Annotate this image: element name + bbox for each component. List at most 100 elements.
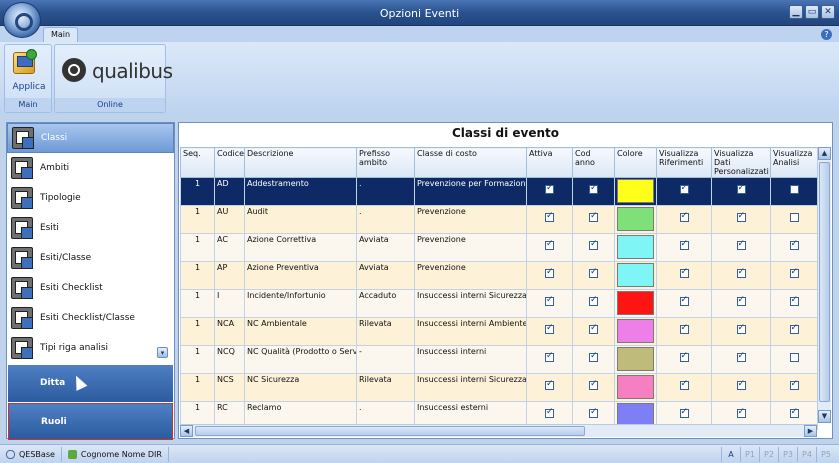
table-row[interactable]: 1 AD Addestramento. Prevenzione per Formazi… <box>180 177 818 206</box>
color-swatch[interactable] <box>617 179 654 203</box>
checkbox[interactable] <box>736 267 746 278</box>
color-swatch[interactable] <box>617 263 654 287</box>
cell-seq[interactable]: 1 <box>180 289 215 318</box>
cell-prefix[interactable]: Accaduto <box>356 289 415 318</box>
table-row[interactable]: 1 AP Azione Preventiva Avviata Prevenzione <box>180 261 818 290</box>
close-button[interactable]: ✕ <box>821 5 835 19</box>
cell-prefix[interactable]: - <box>356 345 415 374</box>
checkbox[interactable] <box>545 407 554 418</box>
checkbox[interactable] <box>679 267 689 278</box>
nav-item-classi[interactable]: Classi <box>7 123 174 153</box>
cell-code[interactable]: AD <box>214 177 245 206</box>
checkbox[interactable] <box>679 211 689 222</box>
cell-code[interactable]: AU <box>214 205 245 234</box>
cell-color[interactable] <box>614 177 657 206</box>
cell-code[interactable]: AC <box>214 233 245 262</box>
color-swatch[interactable] <box>617 207 654 231</box>
column-header[interactable]: Descrizione <box>244 147 357 178</box>
cell-color[interactable] <box>614 373 657 402</box>
cell-cost[interactable]: Prevenzione <box>414 261 527 290</box>
checkbox[interactable] <box>679 407 689 418</box>
apply-icon[interactable] <box>13 49 37 74</box>
cell-prefix[interactable]: Avviata <box>356 233 415 262</box>
cell-code[interactable]: AP <box>214 261 245 290</box>
cell-prefix[interactable]: Rilevata <box>356 373 415 402</box>
table-row[interactable]: 1 NCS NC Sicurezza Rilevata Insuccessi inter… <box>180 373 818 402</box>
qualibus-logo[interactable]: qualibus <box>92 59 173 83</box>
minimize-button[interactable]: ▁ <box>789 5 803 19</box>
tab-main[interactable]: Main <box>43 27 78 42</box>
cell-desc[interactable]: NC Qualità (Prodotto o Servi: <box>244 345 357 374</box>
scroll-down-icon[interactable]: ▼ <box>818 410 831 423</box>
cell-desc[interactable]: Azione Correttiva <box>244 233 357 262</box>
maximize-button[interactable]: ▭ <box>805 5 819 19</box>
table-row[interactable]: 1 NCQ NC Qualità (Prodotto o Servi: - Insucc… <box>180 345 818 374</box>
checkbox[interactable] <box>789 295 799 306</box>
cell-desc[interactable]: NC Ambientale <box>244 317 357 346</box>
checkbox[interactable] <box>589 379 598 390</box>
checkbox[interactable] <box>679 379 689 390</box>
checkbox[interactable] <box>789 267 799 278</box>
cell-cost[interactable]: Insuccessi interni Ambiente <box>414 317 527 346</box>
checkbox[interactable] <box>789 407 799 418</box>
cell-color[interactable] <box>614 317 657 346</box>
cell-desc[interactable]: NC Sicurezza <box>244 373 357 402</box>
cell-desc[interactable]: Addestramento <box>244 177 357 206</box>
cell-cost[interactable]: Prevenzione <box>414 233 527 262</box>
column-header[interactable]: Prefisso ambito <box>356 147 415 178</box>
checkbox[interactable] <box>589 183 598 194</box>
checkbox[interactable] <box>545 323 554 334</box>
apply-button[interactable]: Applica <box>12 82 46 92</box>
cell-code[interactable]: NCQ <box>214 345 245 374</box>
checkbox[interactable] <box>736 323 746 334</box>
scroll-up-icon[interactable]: ▲ <box>818 147 831 160</box>
cell-cost[interactable]: Prevenzione per Formazione <box>414 177 527 206</box>
checkbox[interactable] <box>679 183 689 194</box>
column-header[interactable]: Visualizza Analisi <box>770 147 818 178</box>
cell-prefix[interactable]: . <box>356 177 415 206</box>
checkbox[interactable] <box>789 185 799 194</box>
cell-prefix[interactable]: . <box>356 205 415 234</box>
checkbox[interactable] <box>736 379 746 390</box>
checkbox[interactable] <box>545 211 554 222</box>
checkbox[interactable] <box>789 239 799 250</box>
cell-cost[interactable]: Insuccessi interni <box>414 345 527 374</box>
scroll-right-icon[interactable]: ▶ <box>804 425 817 437</box>
cell-code[interactable]: NCS <box>214 373 245 402</box>
column-header[interactable]: Classe di costo <box>414 147 527 178</box>
checkbox[interactable] <box>589 267 598 278</box>
nav-item-tipi-riga-analisi[interactable]: Tipi riga analisi <box>7 333 174 363</box>
nav-item-ambiti[interactable]: Ambiti <box>7 153 174 183</box>
checkbox[interactable] <box>789 353 799 362</box>
cell-seq[interactable]: 1 <box>180 261 215 290</box>
cell-desc[interactable]: Azione Preventiva <box>244 261 357 290</box>
cell-desc[interactable]: Audit <box>244 205 357 234</box>
checkbox[interactable] <box>589 295 598 306</box>
nav-item-esiti[interactable]: Esiti <box>7 213 174 243</box>
cell-seq[interactable]: 1 <box>180 345 215 374</box>
table-row[interactable]: 1 AC Azione Correttiva Avviata Prevenzione <box>180 233 818 262</box>
color-swatch[interactable] <box>617 375 654 399</box>
color-swatch[interactable] <box>617 319 654 343</box>
checkbox[interactable] <box>545 295 554 306</box>
checkbox[interactable] <box>545 267 554 278</box>
table-row[interactable]: 1 NCA NC Ambientale Rilevata Insuccessi inte… <box>180 317 818 346</box>
cell-color[interactable] <box>614 289 657 318</box>
cell-cost[interactable]: Prevenzione <box>414 205 527 234</box>
column-header[interactable]: Seq. <box>180 147 215 178</box>
cell-cost[interactable]: Insuccessi interni Sicurezza <box>414 373 527 402</box>
checkbox[interactable] <box>789 323 799 334</box>
checkbox[interactable] <box>589 351 598 362</box>
checkbox[interactable] <box>589 239 598 250</box>
checkbox[interactable] <box>679 323 689 334</box>
table-row[interactable]: 1 AU Audit. Prevenzione <box>180 205 818 234</box>
hscroll-thumb[interactable] <box>195 426 585 436</box>
checkbox[interactable] <box>589 407 598 418</box>
nav-item-esiti-checklist[interactable]: Esiti Checklist <box>7 273 174 303</box>
checkbox[interactable] <box>789 379 799 390</box>
cell-color[interactable] <box>614 261 657 290</box>
checkbox[interactable] <box>736 351 746 362</box>
qualibus-logo-icon[interactable] <box>62 58 86 82</box>
cell-prefix[interactable]: Rilevata <box>356 317 415 346</box>
nav-item-tipologie[interactable]: Tipologie <box>7 183 174 213</box>
